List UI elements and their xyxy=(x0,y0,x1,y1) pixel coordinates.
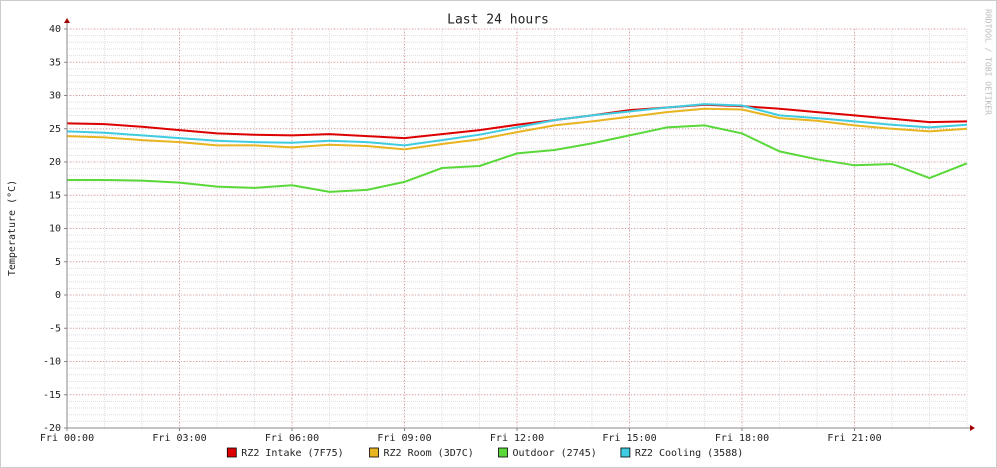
grid xyxy=(66,28,968,429)
chart-title: Last 24 hours xyxy=(447,13,549,28)
y-tick-label: 25 xyxy=(49,124,61,135)
y-tick-label: -15 xyxy=(43,390,61,401)
y-tick-label: 40 xyxy=(49,24,61,35)
y-tick-label: 5 xyxy=(55,257,61,268)
y-tick-label: 20 xyxy=(49,157,61,168)
x-tick-label: Fri 00:00 xyxy=(40,433,94,444)
series-line xyxy=(66,103,968,147)
x-tick-label: Fri 06:00 xyxy=(265,433,319,444)
y-tick-label: 35 xyxy=(49,57,61,68)
x-tick-label: Fri 18:00 xyxy=(715,433,769,444)
y-tick-label: -10 xyxy=(43,357,61,368)
y-axis-label: Temperature (°C) xyxy=(7,180,18,276)
y-tick-label: -5 xyxy=(49,323,61,334)
axis-arrow xyxy=(64,18,70,23)
y-tick-label: -20 xyxy=(43,423,61,434)
axis-arrow xyxy=(970,425,975,431)
legend-swatch xyxy=(226,447,237,458)
y-tick-label: 15 xyxy=(49,190,61,201)
legend: RZ2 Intake (7F75) RZ2 Room (3D7C) Outdoor … xyxy=(226,447,743,459)
series-line xyxy=(67,124,968,193)
legend-swatch xyxy=(498,447,508,458)
watermark: RRDTOOL / TOBI OETIKER xyxy=(984,9,993,115)
y-tick-label: 10 xyxy=(49,224,61,235)
series-line xyxy=(66,107,968,151)
x-tick-label: Fri 09:00 xyxy=(377,433,431,444)
legend-swatch xyxy=(620,447,631,458)
axes: -20 -15 -10 -5 0 5 10 15 20 25 30 35 40 Fri 00:00 Fri … xyxy=(40,18,975,444)
legend-label: RZ2 Intake (7F75) xyxy=(241,448,343,459)
legend-label: RZ2 Cooling (3588) xyxy=(635,448,743,459)
y-tick-label: 0 xyxy=(55,290,61,301)
x-tick-label: Fri 03:00 xyxy=(152,433,206,444)
x-tick-label: Fri 12:00 xyxy=(490,433,544,444)
legend-swatch xyxy=(369,447,379,458)
x-tick-label: Fri 15:00 xyxy=(602,433,656,444)
x-tick-label: Fri 21:00 xyxy=(827,433,881,444)
legend-label: RZ2 Room (3D7C) xyxy=(384,448,474,459)
series-line xyxy=(66,103,968,140)
lines xyxy=(66,103,968,193)
y-tick-label: 30 xyxy=(49,91,61,102)
legend-label: Outdoor (2745) xyxy=(513,448,597,459)
